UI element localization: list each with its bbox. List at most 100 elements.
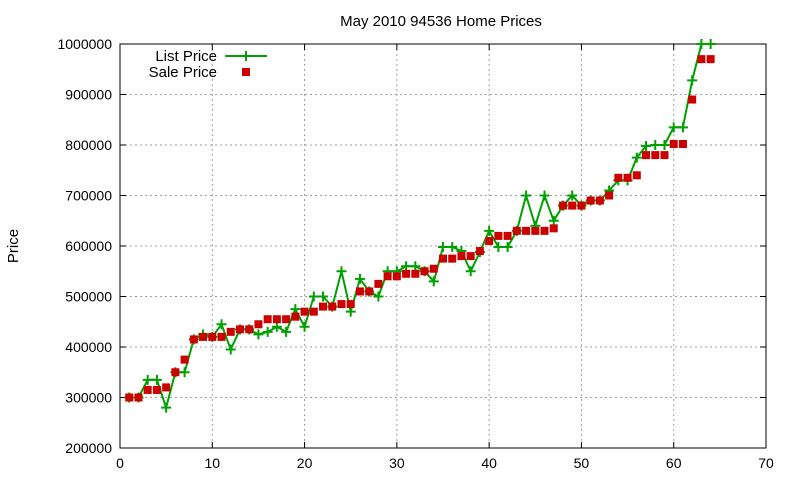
list-price-point [705, 39, 716, 49]
sale-price-point [402, 269, 411, 278]
sale-price-point [494, 231, 503, 240]
legend-label-list-price: List Price [155, 48, 217, 65]
list-price-point [373, 291, 384, 302]
y-tick-label: 300000 [65, 390, 112, 406]
list-price-point [410, 261, 421, 272]
sale-price-point [623, 173, 632, 182]
list-price-point [142, 374, 153, 385]
x-tick-label: 30 [389, 455, 405, 471]
sale-price-point [180, 355, 189, 364]
sale-price-point [558, 201, 567, 210]
sale-price-point [189, 335, 198, 344]
sale-price-point [651, 151, 660, 160]
sale-price-point [355, 287, 364, 296]
sale-price-point [605, 191, 614, 200]
sale-price-point [429, 264, 438, 273]
legend-label-sale-price: Sale Price [149, 64, 217, 81]
y-tick-label: 800000 [65, 137, 112, 153]
list-price-point [253, 329, 264, 340]
sale-price-point [549, 224, 558, 233]
x-tick-label: 40 [481, 455, 497, 471]
y-axis-label: Price [5, 229, 22, 263]
list-price-point [225, 344, 236, 355]
x-tick-label: 20 [297, 455, 313, 471]
list-price-point [290, 304, 301, 315]
sale-price-point [134, 393, 143, 402]
sale-price-point [678, 139, 687, 148]
y-tick-label: 500000 [65, 289, 112, 305]
sale-price-point [337, 300, 346, 309]
sale-price-point [263, 315, 272, 324]
sale-price-point [586, 196, 595, 205]
sale-price-point [199, 332, 208, 341]
sale-price-point [466, 252, 475, 261]
sale-price-point [208, 332, 217, 341]
sale-price-point [309, 307, 318, 316]
y-tick-label: 900000 [65, 87, 112, 103]
sale-price-point [392, 272, 401, 281]
list-price-point [281, 326, 292, 337]
list-price-point [271, 321, 282, 332]
list-price-point [308, 291, 319, 302]
sale-price-point [254, 320, 263, 329]
legend-marker-list-price [241, 51, 251, 61]
sale-price-point [595, 196, 604, 205]
sale-price-point [706, 55, 715, 64]
list-price-point [641, 141, 652, 152]
list-price-point [438, 242, 448, 253]
legend-marker-sale-price [242, 68, 250, 76]
list-price-point [493, 242, 504, 253]
list-price-point [318, 291, 329, 302]
legend: List Price Sale Price [149, 48, 267, 81]
sale-price-point [531, 226, 540, 235]
sale-price-point [328, 302, 337, 311]
x-tick-label: 60 [666, 455, 682, 471]
sale-price-point [162, 383, 171, 392]
list-price-point [659, 140, 670, 150]
list-price-point [345, 306, 356, 317]
sale-price-point [448, 254, 457, 263]
list-price-point [521, 190, 532, 201]
sale-price-point [143, 385, 152, 394]
list-price-point [687, 75, 698, 86]
sale-price-point [568, 201, 577, 210]
x-tick-label: 0 [116, 455, 124, 471]
sale-price-point [697, 55, 706, 64]
list-price-point [161, 402, 172, 413]
sale-price-point [503, 231, 512, 240]
sale-price-point [485, 236, 494, 245]
list-price-point [567, 190, 578, 201]
list-price-point [179, 367, 190, 378]
sale-price-point [688, 95, 697, 104]
sale-price-point [660, 151, 669, 160]
x-tick-label: 70 [758, 455, 774, 471]
list-price-point [262, 326, 273, 337]
sale-price-point [245, 325, 254, 334]
sale-price-point [475, 247, 484, 256]
list-price-point [502, 242, 513, 253]
sale-price-point [439, 254, 447, 263]
list-price-point [539, 190, 550, 201]
sale-price-point [457, 252, 466, 261]
list-price-point [401, 261, 412, 272]
x-tick-label: 10 [204, 455, 220, 471]
list-price-point [696, 39, 707, 49]
sale-price-point [319, 302, 328, 311]
sale-price-point [125, 393, 134, 402]
list-price-point [548, 215, 559, 226]
sale-price-point [577, 201, 586, 210]
list-price-point [668, 122, 679, 133]
sale-price-point [614, 173, 623, 182]
chart-title: May 2010 94536 Home Prices [340, 13, 542, 30]
list-price-point [151, 374, 162, 385]
sale-price-point [512, 226, 521, 235]
sale-price-point [235, 325, 244, 334]
y-tick-label: 1000000 [57, 36, 112, 52]
sale-price-point [346, 300, 355, 309]
sale-price-point [420, 267, 429, 276]
sale-price-point [300, 307, 309, 316]
sale-price-point [291, 312, 300, 321]
sale-price-point [152, 385, 161, 394]
x-tick-label: 50 [574, 455, 590, 471]
